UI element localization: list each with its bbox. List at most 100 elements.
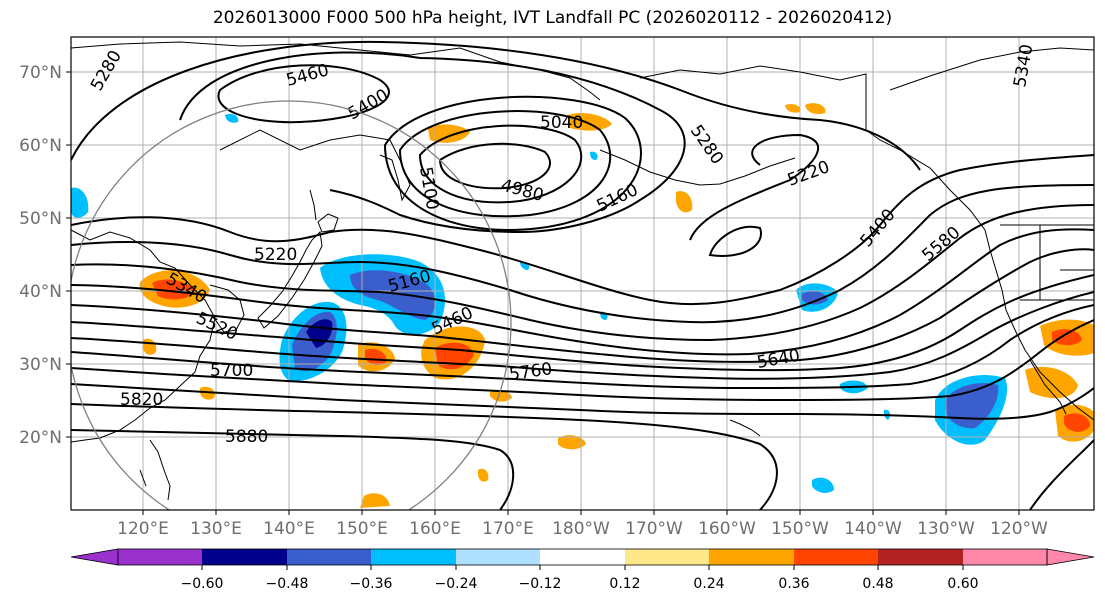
lat-label: 30°N	[19, 355, 62, 375]
lon-label: 140°W	[844, 519, 902, 539]
figure-title: 2026013000 F000 500 hPa height, IVT Land…	[212, 8, 893, 28]
positive-anomaly-patch	[152, 279, 196, 300]
lon-label: 140°E	[263, 519, 315, 539]
lat-label: 70°N	[19, 63, 62, 83]
lat-label: 50°N	[19, 209, 62, 229]
contour-label: 5280	[87, 47, 126, 94]
latitude-labels: 70°N 60°N 50°N 40°N 30°N 20°N	[19, 63, 62, 448]
lon-label: 150°W	[771, 519, 829, 539]
lon-label: 170°E	[482, 519, 534, 539]
contour-label: 5220	[785, 157, 832, 191]
height-contour	[418, 124, 583, 204]
height-contour	[71, 383, 1094, 420]
colorbar-bin	[709, 549, 794, 565]
height-contours	[71, 40, 1094, 510]
colorbar-bin	[202, 549, 287, 565]
contour-label: 5880	[225, 427, 268, 447]
negative-anomaly-patch	[812, 477, 834, 493]
colorbar-tick-label: −0.36	[350, 576, 393, 592]
height-contour	[708, 225, 763, 257]
contour-label: 5220	[254, 245, 297, 265]
lat-label: 20°N	[19, 428, 62, 448]
colorbar-extend-max	[1046, 548, 1095, 566]
contour-label: 5640	[755, 346, 801, 373]
positive-anomaly-patch	[1052, 329, 1082, 346]
negative-anomaly-patch	[71, 187, 89, 218]
colorbar-bin	[625, 549, 709, 565]
colorbar-bin	[878, 549, 963, 565]
canada-coastline	[889, 47, 1094, 91]
height-contour	[71, 248, 1094, 364]
positive-anomaly-patch	[143, 338, 157, 355]
colorbar-tick-label: 0.36	[778, 576, 809, 592]
radius-circle	[71, 100, 512, 510]
positive-anomaly-patch	[1025, 366, 1078, 399]
aleutian-chain	[599, 149, 796, 186]
colorbar-tick-label: 0.24	[693, 576, 724, 592]
positive-anomaly-patch	[428, 124, 470, 143]
negative-anomaly-patch	[590, 151, 598, 160]
sakhalin-coastline	[309, 189, 317, 221]
baja-coastline	[1029, 359, 1067, 415]
positive-anomaly-patch	[490, 390, 512, 402]
philippines-coastline	[139, 439, 171, 501]
height-contour	[438, 142, 551, 190]
contour-labels: 5280 5460 5400 5040 5100 4980 5280 5160 …	[87, 43, 1037, 447]
contour-label: 5400	[345, 85, 392, 124]
height-contour	[217, 64, 390, 124]
height-contour	[689, 133, 820, 241]
height-contour	[71, 319, 1094, 402]
positive-anomaly-patch	[365, 348, 387, 365]
negative-anomaly-patch	[225, 113, 239, 123]
colorbar-bin	[118, 549, 202, 565]
contour-label: 5340	[1010, 43, 1037, 89]
height-contour	[71, 304, 1094, 390]
colorbar-bin	[794, 549, 878, 565]
height-contour	[71, 291, 1094, 380]
colorbar-tick-label: 0.48	[862, 576, 893, 592]
height-contour	[71, 184, 1094, 324]
colorbar-tick-label: 0.12	[609, 576, 640, 592]
colorbar-bin	[540, 549, 625, 565]
positive-anomaly-patch	[805, 103, 826, 115]
siberia-coastline	[71, 41, 601, 101]
colorbar-frame	[117, 548, 1048, 566]
lon-label: 150°E	[336, 519, 388, 539]
colorbar-tick-label: −0.60	[181, 576, 224, 592]
colorbar-bin	[371, 549, 456, 565]
positive-anomaly-patch	[568, 113, 612, 131]
contour-label: 5040	[540, 113, 583, 133]
height-contour	[383, 95, 642, 231]
positive-anomaly-patch	[478, 468, 489, 482]
positive-anomaly-patch	[676, 191, 693, 213]
lon-label: 180°W	[552, 519, 610, 539]
colorbar-bin	[456, 549, 540, 565]
height-contour	[71, 228, 1094, 356]
height-contour	[71, 40, 921, 171]
contour-label: 5700	[210, 361, 253, 381]
lon-label: 160°E	[409, 519, 461, 539]
axis-ticks	[66, 71, 1020, 515]
colorbar-tick-label: −0.48	[266, 576, 309, 592]
colorbar-bin	[287, 549, 371, 565]
positive-anomaly-patch	[558, 435, 586, 450]
positive-anomaly-patch	[360, 493, 390, 508]
contour-label: 5400	[857, 205, 900, 251]
contour-label: 5520	[193, 308, 241, 344]
lon-label: 160°W	[698, 519, 756, 539]
height-contour	[71, 274, 1094, 372]
height-contour	[71, 204, 1094, 342]
hawaii-islands	[729, 419, 761, 437]
lat-label: 60°N	[19, 136, 62, 156]
japan-coastline	[257, 230, 323, 329]
lon-label: 130°E	[190, 519, 242, 539]
kamchatka-coastline	[219, 129, 411, 202]
colorbar: −0.60 −0.48 −0.36 −0.24 −0.12 0.12 0.24 …	[70, 548, 1095, 592]
contour-label: 5820	[120, 390, 163, 410]
colorbar-bin	[963, 549, 1047, 565]
contour-label: 5100	[415, 165, 442, 211]
positive-anomaly-patch	[785, 104, 801, 113]
contour-label: 5460	[284, 60, 331, 91]
colorbar-tick-label: 0.60	[947, 576, 978, 592]
height-contour	[179, 51, 686, 234]
